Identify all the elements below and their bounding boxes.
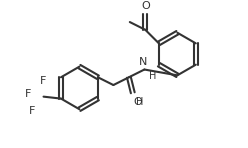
Text: H: H: [149, 71, 157, 81]
Text: F: F: [39, 76, 46, 86]
Text: N: N: [139, 57, 148, 67]
Text: F: F: [29, 106, 35, 116]
Text: O: O: [141, 1, 150, 11]
Text: O: O: [134, 97, 143, 107]
Text: H: H: [136, 97, 143, 107]
Text: F: F: [25, 89, 31, 99]
